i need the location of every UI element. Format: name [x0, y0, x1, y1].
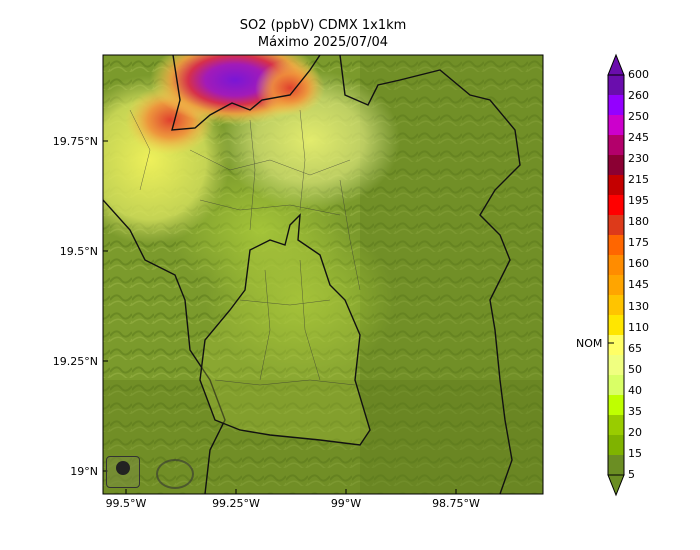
lon-label-995: 99.5°W — [105, 497, 147, 510]
colorbar-tick: 65 — [628, 342, 642, 355]
colorbar-min-arrow — [607, 474, 625, 497]
colorbar-segment — [608, 175, 624, 196]
colorbar-outline — [607, 74, 625, 476]
sedema-logo — [106, 456, 140, 488]
colorbar-tick: 245 — [628, 131, 649, 144]
colorbar-segment — [608, 355, 624, 376]
colorbar-segment — [608, 295, 624, 316]
colorbar-segment — [608, 75, 624, 96]
colorbar-tick: 35 — [628, 405, 642, 418]
colorbar-tick: 145 — [628, 278, 649, 291]
map-subtitle: Máximo 2025/07/04 — [257, 35, 389, 50]
lat-label-19: 19°N — [70, 465, 98, 478]
colorbar-tick: 215 — [628, 173, 649, 186]
colorbar-tick: 180 — [628, 215, 649, 228]
colorbar-tick: 130 — [628, 300, 649, 313]
lat-label-195: 19.5°N — [59, 245, 98, 258]
map-area — [103, 55, 543, 494]
colorbar-tick: 50 — [628, 363, 642, 376]
colorbar-segment — [608, 335, 624, 356]
lat-label-1975: 19.75°N — [52, 135, 98, 148]
lat-label-1925: 19.25°N — [52, 355, 98, 368]
lon-label-9925: 99.25°W — [212, 497, 260, 510]
colorbar-segment — [608, 275, 624, 296]
colorbar-segment — [608, 95, 624, 116]
colorbar — [607, 53, 625, 497]
colorbar-tick: 20 — [628, 426, 642, 439]
map-title: SO2 (ppbV) CDMX 1x1km — [239, 18, 407, 33]
colorbar-segment — [608, 135, 624, 156]
colorbar-segment — [608, 395, 624, 416]
colorbar-tick: 15 — [628, 447, 642, 460]
colorbar-segment — [608, 155, 624, 176]
colorbar-max-arrow — [607, 53, 625, 76]
colorbar-tick: 600 — [628, 68, 649, 81]
cdmx-logo — [156, 459, 194, 489]
colorbar-tick: 40 — [628, 384, 642, 397]
colorbar-segment — [608, 455, 624, 476]
lon-label-99: 99°W — [330, 497, 362, 510]
lon-label-9875: 98.75°W — [432, 497, 480, 510]
colorbar-segment — [608, 315, 624, 336]
colorbar-tick: 250 — [628, 110, 649, 123]
colorbar-tick: 230 — [628, 152, 649, 165]
colorbar-segment — [608, 115, 624, 136]
colorbar-segment — [608, 415, 624, 436]
nom-label: NOM — [576, 337, 603, 350]
colorbar-segment — [608, 195, 624, 216]
colorbar-segment — [608, 435, 624, 456]
colorbar-tick: 175 — [628, 236, 649, 249]
colorbar-tick: 260 — [628, 89, 649, 102]
colorbar-tick: 160 — [628, 257, 649, 270]
tree-icon — [116, 461, 130, 475]
colorbar-tick: 5 — [628, 468, 635, 481]
colorbar-segment — [608, 375, 624, 396]
colorbar-segment — [608, 255, 624, 276]
colorbar-tick: 195 — [628, 194, 649, 207]
colorbar-segment — [608, 215, 624, 236]
colorbar-segment — [608, 235, 624, 256]
colorbar-tick: 110 — [628, 321, 649, 334]
